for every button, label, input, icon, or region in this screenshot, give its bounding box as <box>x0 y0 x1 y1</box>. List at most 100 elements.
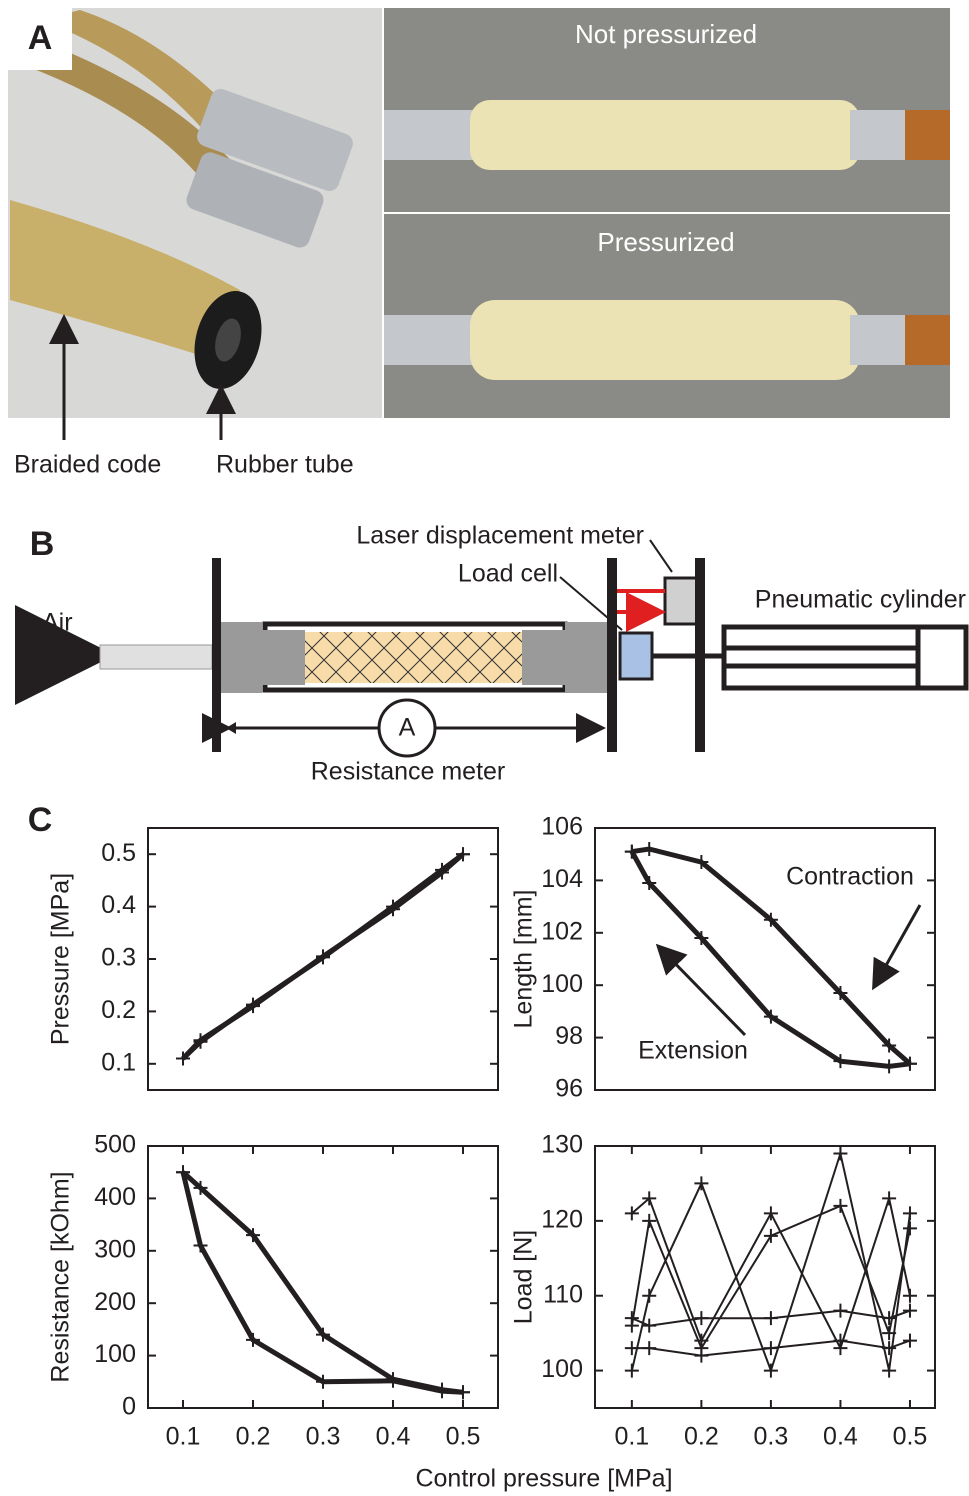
data-marker <box>882 1363 897 1378</box>
x-tick-label: 0.2 <box>684 1423 719 1451</box>
data-marker <box>176 1165 190 1180</box>
data-marker <box>882 1326 897 1341</box>
x-tick-label: 0.2 <box>236 1423 271 1451</box>
data-marker <box>435 862 449 877</box>
charts: 0.1 0.2 0.3 0.4 0.5 Pressure [MPa] 96 98 100 102 1… <box>47 813 936 1451</box>
y-tick-label: 102 <box>541 917 583 945</box>
data-marker <box>386 1373 400 1388</box>
y-axis-label: Load [N] <box>510 1230 538 1325</box>
photo-label: Braided code <box>14 451 161 479</box>
y-tick-label: 96 <box>555 1075 583 1103</box>
panel-label: A <box>28 19 53 57</box>
data-marker <box>763 912 778 927</box>
data-marker <box>642 876 657 891</box>
y-tick-label: 0.3 <box>101 944 136 972</box>
annotation-arrow <box>872 904 922 991</box>
data-marker <box>435 1384 449 1399</box>
data-marker <box>833 1341 848 1356</box>
x-axis-label: Control pressure [MPa] <box>415 1465 672 1493</box>
diagram-label: Laser displacement meter <box>356 522 644 550</box>
data-marker <box>902 1288 917 1303</box>
data-marker <box>624 1318 639 1333</box>
data-marker <box>624 844 639 859</box>
data-marker <box>833 1198 848 1213</box>
data-marker <box>763 1228 778 1243</box>
annotation-bg <box>634 1036 752 1065</box>
photo-caption: Pressurized <box>597 227 734 257</box>
data-marker <box>316 1374 330 1389</box>
data-marker <box>694 1341 709 1356</box>
data-marker <box>642 1213 657 1228</box>
y-tick-label: 300 <box>94 1235 136 1263</box>
data-marker <box>193 1180 208 1195</box>
data-marker <box>902 1056 917 1071</box>
data-marker <box>456 847 470 862</box>
panel-label: C <box>28 801 53 839</box>
diagram-label: Load cell <box>458 560 558 588</box>
y-tick-label: 120 <box>541 1205 583 1233</box>
x-tick-label: 0.3 <box>306 1423 341 1451</box>
x-tick-label: 0.4 <box>823 1423 858 1451</box>
data-marker <box>763 1206 778 1221</box>
y-axis-label: Resistance [kOhm] <box>47 1171 75 1382</box>
photo-left <box>8 8 382 418</box>
y-tick-label: 100 <box>541 1355 583 1383</box>
plot-frame <box>594 1145 936 1409</box>
y-axis-label: Length [mm] <box>510 890 538 1029</box>
data-marker <box>882 1191 897 1206</box>
y-tick-label: 130 <box>541 1131 583 1159</box>
data-marker <box>763 1341 778 1356</box>
diagram-label: Air <box>42 609 73 637</box>
data-marker <box>246 1332 260 1347</box>
data-marker <box>833 1146 848 1161</box>
data-marker <box>193 1034 208 1049</box>
data-marker <box>642 1318 657 1333</box>
data-marker <box>176 1051 190 1066</box>
data-marker <box>624 1206 639 1221</box>
data-marker <box>642 1288 657 1303</box>
data-marker <box>694 1311 709 1326</box>
data-marker <box>833 1303 848 1318</box>
diagram-label: Pneumatic cylinder <box>755 586 966 614</box>
data-marker <box>316 1327 330 1342</box>
data-marker <box>386 899 400 914</box>
data-marker <box>694 855 709 870</box>
data-marker <box>246 997 260 1012</box>
annotation: Contraction <box>786 863 914 891</box>
data-marker <box>902 1333 917 1348</box>
data-marker <box>694 931 709 946</box>
photo-caption: Not pressurized <box>575 19 757 49</box>
data-marker <box>763 1009 778 1024</box>
data-marker <box>763 1363 778 1378</box>
y-tick-label: 98 <box>555 1022 583 1050</box>
y-tick-label: 100 <box>94 1340 136 1368</box>
diagram-label: A <box>399 714 416 742</box>
x-tick-label: 0.3 <box>754 1423 789 1451</box>
y-tick-label: 200 <box>94 1288 136 1316</box>
y-tick-label: 0.2 <box>101 996 136 1024</box>
y-tick-label: 0 <box>122 1393 136 1421</box>
data-marker <box>246 1228 260 1243</box>
y-tick-label: 0.5 <box>101 839 136 867</box>
y-axis-label: Pressure [MPa] <box>47 873 75 1045</box>
diagram-label: Resistance meter <box>311 758 506 786</box>
data-marker <box>694 1176 709 1191</box>
photo-label: Rubber tube <box>216 451 354 479</box>
data-marker <box>902 1206 917 1221</box>
annotation: Extension <box>638 1037 748 1065</box>
y-tick-label: 106 <box>541 813 583 841</box>
y-tick-label: 100 <box>541 970 583 998</box>
data-marker <box>642 1341 657 1356</box>
data-marker <box>902 1221 917 1236</box>
data-marker <box>833 1054 848 1069</box>
data-marker <box>642 1191 657 1206</box>
data-marker <box>763 1311 778 1326</box>
data-marker <box>624 1363 639 1378</box>
y-tick-label: 400 <box>94 1183 136 1211</box>
data-marker <box>642 841 657 856</box>
y-tick-label: 104 <box>541 865 583 893</box>
data-marker <box>902 1303 917 1318</box>
y-tick-label: 0.1 <box>101 1048 136 1076</box>
x-tick-label: 0.5 <box>446 1423 481 1451</box>
